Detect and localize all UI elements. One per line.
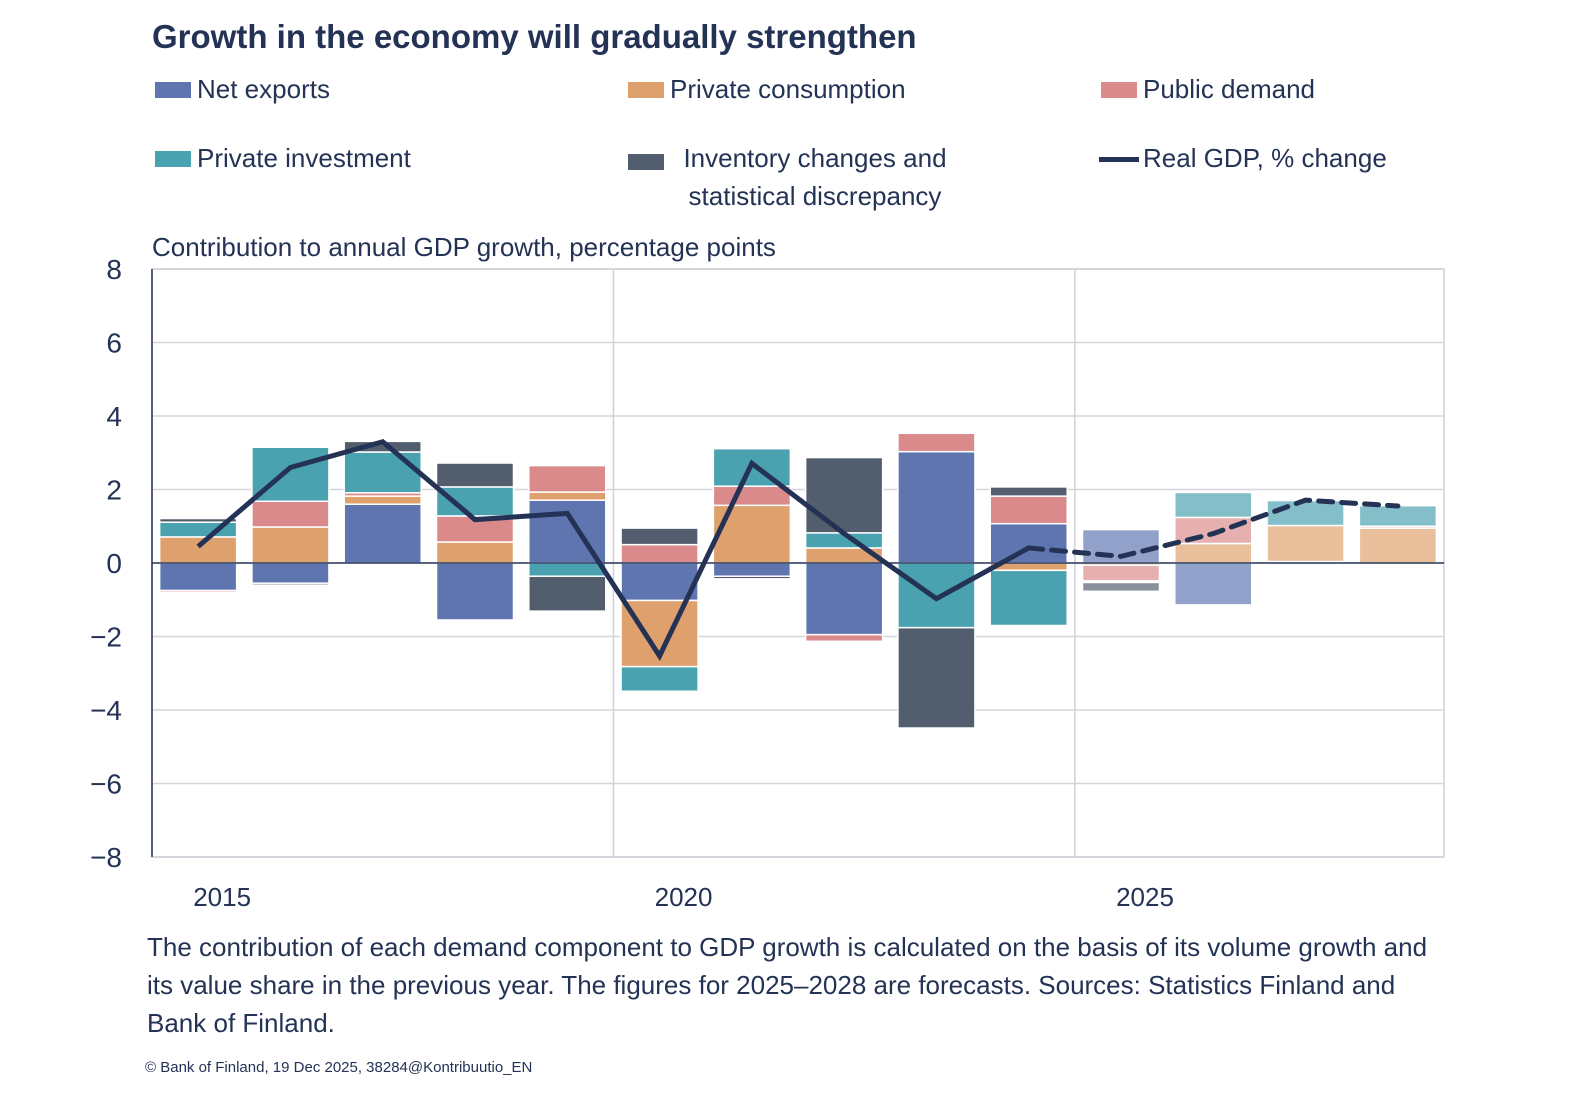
bar-inventory-changes-and-statistical-discrepancy-2020 <box>620 527 699 546</box>
bar-net-exports-2016 <box>251 562 330 584</box>
y-tick-label: 4 <box>106 401 122 432</box>
bar-inventory-changes-and-statistical-discrepancy-2015 <box>158 517 238 523</box>
legend-private-investment: Private investment <box>155 143 411 174</box>
bar-private-investment-2019 <box>528 562 607 577</box>
bar-inventory-changes-and-statistical-discrepancy-2021 <box>712 575 792 580</box>
bar-private-consumption-2026 <box>1174 542 1253 564</box>
bar-inventory-changes-and-statistical-discrepancy-2018 <box>435 462 515 488</box>
bar-public-demand-2024 <box>989 495 1068 525</box>
bar-private-consumption-2018 <box>435 541 515 564</box>
x-tick-label: 2025 <box>1116 882 1174 912</box>
y-tick-label: −2 <box>90 622 122 653</box>
bar-private-investment-2017 <box>343 451 422 494</box>
bar-private-investment-2018 <box>435 486 515 517</box>
bar-public-demand-2023 <box>897 432 976 453</box>
bar-inventory-changes-and-statistical-discrepancy-2019 <box>528 575 607 612</box>
bar-private-investment-2023 <box>897 562 976 629</box>
legend-private-consumption: Private consumption <box>628 74 906 105</box>
copyright: © Bank of Finland, 19 Dec 2025, 38284@Ko… <box>145 1059 533 1076</box>
bar-net-exports-2024 <box>989 522 1068 564</box>
footnote: The contribution of each demand componen… <box>147 932 1428 1038</box>
y-tick-label: −6 <box>90 769 122 800</box>
legend-swatch <box>155 82 191 98</box>
legend-real-gdp: Real GDP, % change <box>1099 143 1387 174</box>
y-tick-label: 0 <box>106 548 122 579</box>
legend-line-swatch <box>1099 157 1139 162</box>
legend-label: Private consumption <box>670 74 906 104</box>
bar-public-demand-2022 <box>804 633 884 643</box>
bar-net-exports-2026 <box>1174 562 1253 606</box>
bar-public-demand-2016 <box>251 500 330 528</box>
y-tick-label: 8 <box>106 254 122 285</box>
gdp-line-actual <box>196 438 1030 662</box>
legend-label: Real GDP, % change <box>1143 143 1387 173</box>
bar-public-demand-2015 <box>158 589 238 594</box>
legend-label: Private investment <box>197 143 411 173</box>
bar-inventory-changes-and-statistical-discrepancy-2022 <box>804 456 884 534</box>
bar-private-consumption-2015 <box>158 536 238 564</box>
legend-swatch <box>628 154 664 170</box>
bar-net-exports-2018 <box>435 562 515 621</box>
legend-swatch <box>1101 82 1137 98</box>
bar-private-investment-2024 <box>989 569 1068 627</box>
bar-private-consumption-2016 <box>251 526 330 564</box>
legend-label: Inventory changes and statistical discre… <box>683 143 947 211</box>
bar-inventory-changes-and-statistical-discrepancy-2016 <box>251 582 330 586</box>
bar-private-consumption-2028 <box>1358 527 1438 564</box>
bar-net-exports-2022 <box>804 562 884 636</box>
bar-public-demand-2025 <box>1081 564 1161 582</box>
x-tick-label: 2015 <box>193 882 251 912</box>
bar-public-demand-2019 <box>528 464 607 493</box>
bar-private-investment-2026 <box>1174 491 1253 519</box>
y-axis-label: Contribution to annual GDP growth, perce… <box>152 232 776 262</box>
bar-net-exports-2017 <box>343 503 422 564</box>
bar-private-consumption-2027 <box>1266 524 1345 563</box>
legend-label: Net exports <box>197 74 330 104</box>
y-tick-label: −8 <box>90 842 122 873</box>
bar-inventory-changes-and-statistical-discrepancy-2023 <box>897 626 976 729</box>
bar-net-exports-2021 <box>712 562 792 577</box>
bar-private-consumption-2017 <box>343 495 422 505</box>
bar-net-exports-2023 <box>897 450 976 564</box>
bar-public-demand-2021 <box>712 485 792 507</box>
bar-private-consumption-2019 <box>528 491 607 501</box>
bar-net-exports-2020 <box>620 562 699 602</box>
y-tick-label: 6 <box>106 328 122 359</box>
legend-label: Public demand <box>1143 74 1315 104</box>
bar-inventory-changes-and-statistical-discrepancy-2024 <box>989 486 1068 497</box>
legend-inventory: Inventory changes and statistical discre… <box>628 143 968 215</box>
legend-swatch <box>628 82 664 98</box>
bar-private-investment-2028 <box>1358 504 1438 528</box>
legend-public-demand: Public demand <box>1101 74 1315 105</box>
legend-swatch <box>155 151 191 167</box>
bar-private-investment-2020 <box>620 665 699 693</box>
bar-inventory-changes-and-statistical-discrepancy-2025 <box>1081 581 1161 593</box>
y-tick-label: −4 <box>90 695 122 726</box>
bar-public-demand-2020 <box>620 543 699 564</box>
chart-title: Growth in the economy will gradually str… <box>152 18 917 55</box>
legend-net-exports: Net exports <box>155 74 330 105</box>
bar-net-exports-2015 <box>158 562 238 592</box>
y-tick-label: 2 <box>106 475 122 506</box>
x-tick-label: 2020 <box>655 882 713 912</box>
